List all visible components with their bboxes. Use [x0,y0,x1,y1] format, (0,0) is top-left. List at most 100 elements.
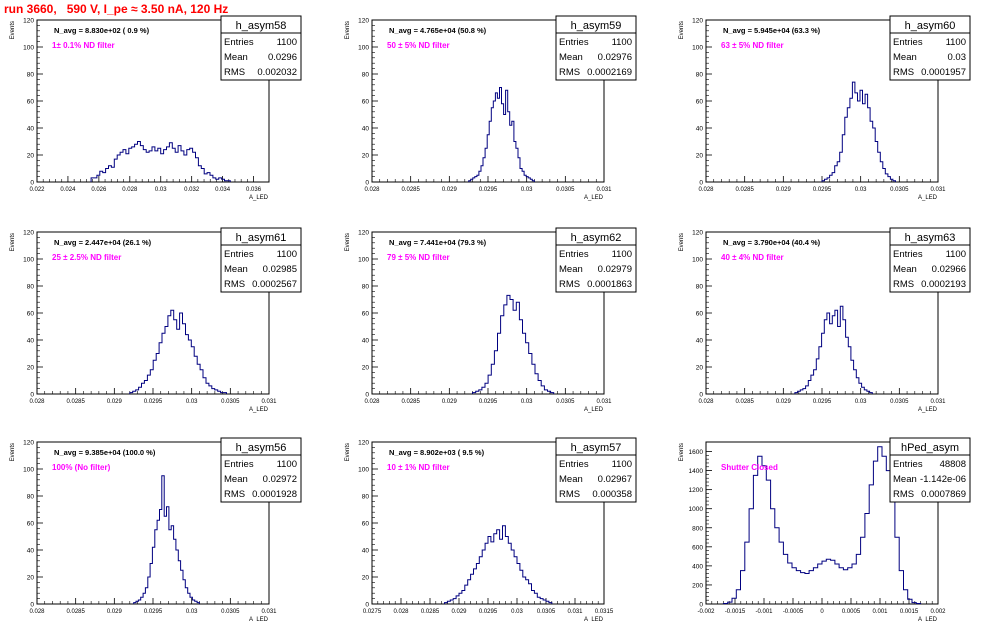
x-tick-label: 0.0295 [813,399,832,405]
y-tick-label: 20 [27,153,35,160]
histogram-name: h_asym62 [571,232,622,244]
navg-label: N_avg = 4.765e+04 (50.8 %) [389,26,487,35]
x-tick-label: 0.0015 [900,609,919,615]
stats-box: hPed_asym Entries 48808 Mean -1.142e-06 RMS 0.… [889,437,971,503]
stat-label: RMS [224,279,245,290]
stat-value: 0.0001928 [252,489,297,500]
stat-label: Mean [893,264,917,275]
x-tick-label: 0.03 [521,399,533,405]
x-tick-label: 0 [820,609,824,615]
stat-value: 0.02979 [598,264,632,275]
x-axis-title: A_LED [584,617,604,622]
stats-box-frame [889,437,971,503]
y-axis-title: Events [679,21,685,39]
x-tick-label: 0.0295 [144,399,163,405]
filter-label: 50 ± 5% ND filter [387,41,450,50]
y-tick-label: 80 [696,72,704,79]
run-title: run 3660, 590 V, I_pe ≈ 3.50 nA, 120 Hz [4,2,229,16]
y-tick-label: 100 [692,45,703,52]
stat-value: 0.02972 [263,474,297,485]
y-tick-label: 20 [27,575,35,582]
y-tick-label: 60 [696,99,704,106]
stat-value: 0.0007869 [921,489,966,500]
filter-label: 40 ± 4% ND filter [721,253,784,262]
stat-value: 0.002032 [257,67,297,78]
stat-label: Mean [224,52,248,63]
y-tick-label: 0 [30,392,34,399]
y-tick-label: 60 [362,99,370,106]
y-tick-label: 80 [362,72,370,79]
x-tick-label: 0.0305 [890,399,909,405]
x-tick-label: 0.0295 [479,609,498,615]
x-tick-label: -0.002 [697,609,715,615]
stat-value: 0.0001957 [921,67,966,78]
x-tick-label: 0.028 [698,399,714,405]
navg-label: N_avg = 8.902e+03 ( 9.5 %) [389,448,485,457]
x-tick-label: 0.001 [872,609,888,615]
y-tick-label: 120 [692,230,703,237]
y-tick-label: 20 [362,153,370,160]
stat-value: -1.142e-06 [920,474,966,485]
y-tick-label: 1000 [689,506,704,513]
histogram-name: h_asym57 [571,442,622,454]
stat-value: 1100 [612,37,632,48]
stats-box: h_asym60 Entries 1100 Mean 0.03 RMS 0.0001957 [889,15,971,81]
x-tick-label: 0.0305 [890,187,909,193]
navg-label: N_avg = 3.790e+04 (40.4 %) [723,238,821,247]
x-axis-title: A_LED [249,195,269,201]
stat-value: 0.02976 [598,52,632,63]
histogram-panel-h_asym61: 0 20 40 60 80 100 120 0.028 0.0285 0.029 0.0295 0.0… [10,227,302,413]
x-tick-label: 0.03 [855,399,867,405]
x-tick-label: 0.031 [261,399,277,405]
histogram-name: h_asym63 [905,232,956,244]
y-tick-label: 40 [696,126,704,133]
stats-box-frame [555,227,637,293]
navg-label: N_avg = 7.441e+04 (79.3 %) [389,238,487,247]
stats-box-frame [220,15,302,81]
x-tick-label: -0.0015 [725,609,746,615]
histogram-panel-h_asym59: 0 20 40 60 80 100 120 0.028 0.0285 0.029 0.0295 0.0… [345,15,637,201]
y-tick-label: 60 [27,311,35,318]
y-tick-label: 1600 [689,449,704,456]
y-tick-label: 0 [699,602,703,609]
stat-label: Entries [224,459,254,470]
stat-label: RMS [224,67,245,78]
histogram-panel-h_asym57: 0 20 40 60 80 100 120 0.0275 0.028 0.0285 0.029 0.0… [345,437,637,622]
y-tick-label: 80 [27,494,35,501]
stats-box-frame [889,227,971,293]
y-axis-title: Events [345,233,351,251]
filter-label: 1± 0.1% ND filter [52,41,115,50]
x-tick-label: 0.029 [776,187,792,193]
x-tick-label: 0.031 [261,609,277,615]
y-tick-label: 0 [365,392,369,399]
stat-label: Entries [559,249,589,260]
y-tick-label: 40 [27,338,35,345]
x-tick-label: 0.03 [186,399,198,405]
stat-value: 1100 [612,459,632,470]
x-tick-label: 0.0295 [144,609,163,615]
y-tick-label: 60 [696,311,704,318]
histogram-name: hPed_asym [901,442,959,454]
histogram-panel-h_asym63: 0 20 40 60 80 100 120 0.028 0.0285 0.029 0.0295 0.0… [679,227,971,413]
stat-label: Entries [893,459,923,470]
x-tick-label: -0.001 [755,609,773,615]
y-tick-label: 600 [692,544,703,551]
x-tick-label: 0.0315 [595,609,614,615]
stat-value: 0.0002169 [587,67,632,78]
x-tick-label: 0.028 [29,399,45,405]
x-tick-label: 0.028 [698,187,714,193]
histogram-line [129,309,227,394]
x-tick-label: 0.0295 [479,399,498,405]
y-tick-label: 80 [362,284,370,291]
x-tick-label: 0.029 [107,399,123,405]
x-tick-label: 0.0005 [842,609,861,615]
y-tick-label: 80 [696,284,704,291]
filter-label: 63 ± 5% ND filter [721,41,784,50]
stat-value: 0.0002567 [252,279,297,290]
stat-value: 1100 [277,249,297,260]
x-tick-label: 0.031 [930,399,946,405]
x-tick-label: 0.0295 [479,187,498,193]
y-tick-label: 100 [358,467,369,474]
histogram-name: h_asym59 [571,20,622,32]
filter-label: 25 ± 2.5% ND filter [52,253,121,262]
